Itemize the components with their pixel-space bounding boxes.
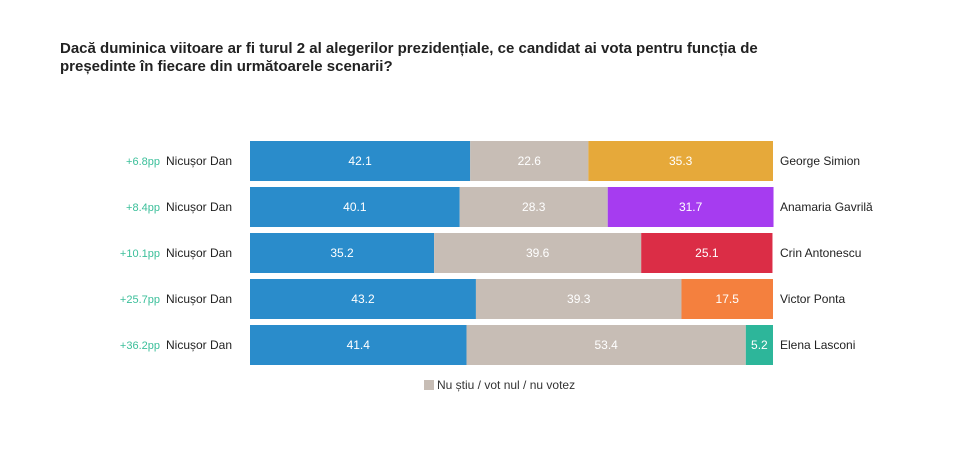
data-label-undecided: 39.6: [526, 246, 550, 260]
data-label-undecided: 39.3: [567, 292, 591, 306]
legend: Nu știu / vot nul / nu votez: [424, 378, 575, 392]
data-label-right-candidate: 25.1: [695, 246, 719, 260]
diff-label: +10.1pp: [120, 248, 160, 260]
left-candidate-label: Nicușor Dan: [166, 292, 232, 306]
left-candidate-label: Nicușor Dan: [166, 246, 232, 260]
data-label-left-candidate: 35.2: [330, 246, 354, 260]
data-label-undecided: 53.4: [594, 338, 618, 352]
diff-label: +6.8pp: [126, 156, 160, 168]
bar-segment-undecided: [475, 279, 682, 319]
diff-label: +25.7pp: [120, 294, 160, 306]
right-candidate-label: Crin Antonescu: [780, 246, 861, 260]
data-label-right-candidate: 5.2: [751, 338, 768, 352]
bar-row: +10.1pp Nicușor Dan 35.2 39.6 25.1 Crin Anton…: [120, 233, 861, 273]
bar-segment-left-candidate: [250, 325, 467, 365]
bar-segment-left-candidate: [250, 279, 476, 319]
bar-row: +8.4pp Nicușor Dan 40.1 28.3 31.7 Anamaria Ga…: [126, 187, 873, 227]
left-candidate-label: Nicușor Dan: [166, 154, 232, 168]
data-label-right-candidate: 17.5: [716, 292, 740, 306]
bar-segment-left-candidate: [250, 187, 460, 227]
legend-label-undecided: Nu știu / vot nul / nu votez: [437, 378, 575, 392]
bar-segment-right-candidate: [641, 233, 773, 273]
data-label-undecided: 22.6: [518, 154, 542, 168]
right-candidate-label: Victor Ponta: [780, 292, 845, 306]
chart-rows: +6.8pp Nicușor Dan 42.1 22.6 35.3 George Simi…: [120, 141, 873, 365]
bar-row: +36.2pp Nicușor Dan 41.4 53.4 5.2 Elena Lasco…: [120, 325, 855, 365]
data-label-left-candidate: 41.4: [347, 338, 371, 352]
data-label-left-candidate: 42.1: [348, 154, 372, 168]
diff-label: +36.2pp: [120, 340, 160, 352]
right-candidate-label: Elena Lasconi: [780, 338, 855, 352]
data-label-left-candidate: 43.2: [351, 292, 375, 306]
bar-segment-right-candidate: [681, 279, 773, 319]
data-label-left-candidate: 40.1: [343, 200, 367, 214]
right-candidate-label: George Simion: [780, 154, 860, 168]
left-candidate-label: Nicușor Dan: [166, 200, 232, 214]
bar-segment-left-candidate: [250, 233, 435, 273]
data-label-undecided: 28.3: [522, 200, 546, 214]
bar-segment-right-candidate: [588, 141, 773, 181]
bar-segment-undecided: [459, 187, 608, 227]
bar-segment-right-candidate: [745, 325, 773, 365]
data-label-right-candidate: 35.3: [669, 154, 693, 168]
left-candidate-label: Nicușor Dan: [166, 338, 232, 352]
bar-row: +25.7pp Nicușor Dan 43.2 39.3 17.5 Victor Pon…: [120, 279, 845, 319]
bar-segment-right-candidate: [607, 187, 774, 227]
bar-segment-undecided: [434, 233, 642, 273]
bar-segment-undecided: [470, 141, 589, 181]
bar-segment-undecided: [466, 325, 746, 365]
bar-row: +6.8pp Nicușor Dan 42.1 22.6 35.3 George Simi…: [126, 141, 860, 181]
legend-swatch-undecided: [424, 380, 434, 390]
bar-segment-left-candidate: [250, 141, 471, 181]
chart-title: Dacă duminica viitoare ar fi turul 2 al …: [60, 40, 758, 75]
data-label-right-candidate: 31.7: [679, 200, 703, 214]
right-candidate-label: Anamaria Gavrilă: [780, 200, 873, 214]
diff-label: +8.4pp: [126, 202, 160, 214]
